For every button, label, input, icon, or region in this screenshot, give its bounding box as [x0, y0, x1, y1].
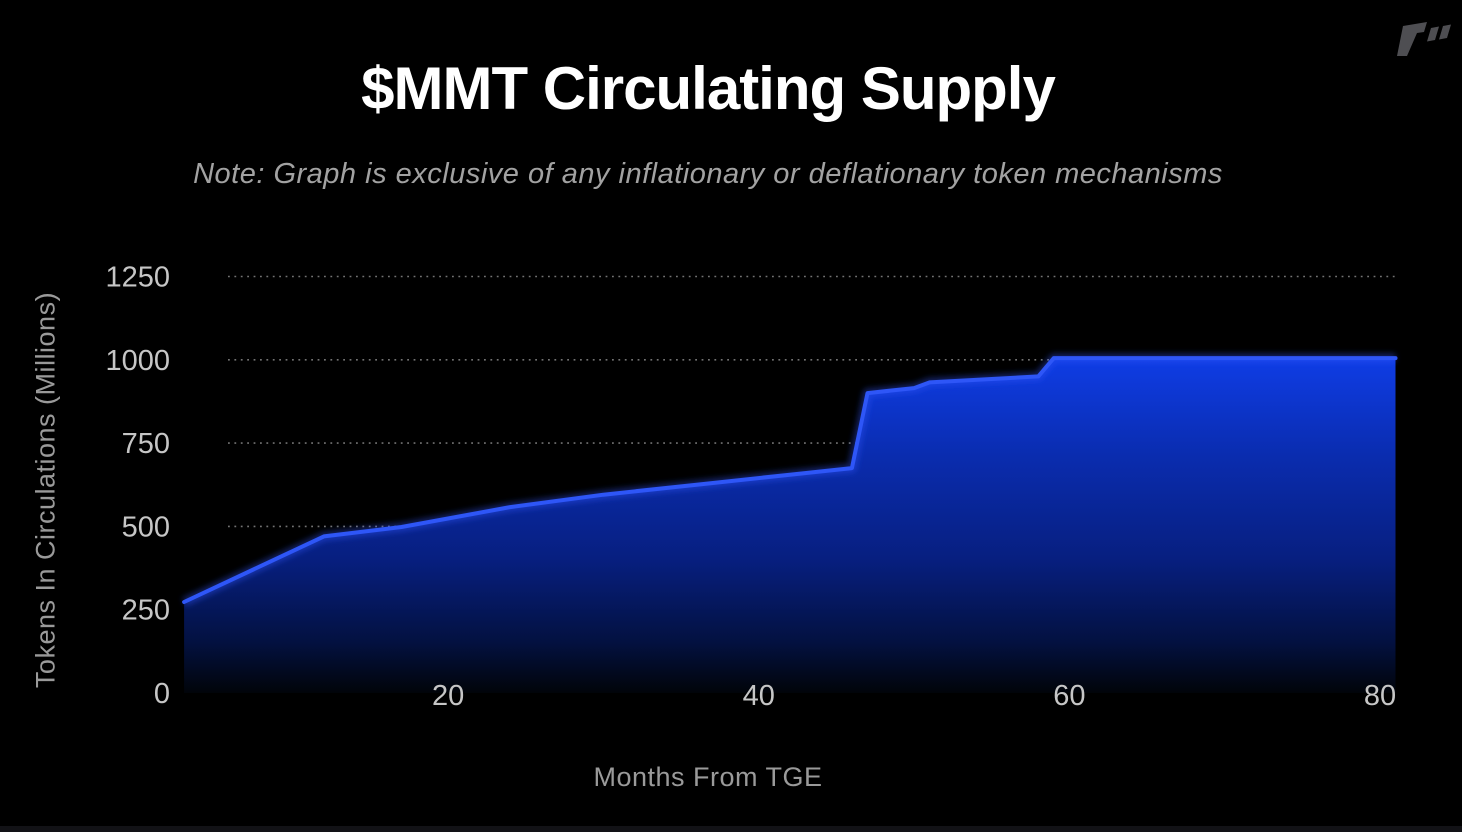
y-tick-label-750: 750 [122, 428, 170, 460]
y-tick-label-250: 250 [122, 595, 170, 627]
letterbox-strip [0, 826, 1462, 832]
x-axis-label: Months From TGE [593, 762, 823, 792]
y-axis-label: Tokens In Circulations (Millions) [30, 291, 61, 689]
x-tick-label-40: 40 [743, 680, 775, 712]
chart-note: Note: Graph is exclusive of any inflatio… [193, 158, 1223, 190]
page-title: $MMT Circulating Supply [361, 55, 1056, 122]
tick-labels-group: 0 250 500 750 1000 1250 20 40 60 80 [105, 262, 1396, 713]
y-tick-label-1250: 1250 [105, 262, 170, 294]
x-tick-label-60: 60 [1053, 680, 1085, 712]
area-series-group [182, 353, 1398, 693]
supply-area-fill [184, 358, 1396, 693]
y-tick-label-1000: 1000 [105, 345, 170, 377]
x-tick-label-20: 20 [432, 680, 464, 712]
y-tick-label-500: 500 [122, 511, 170, 543]
y-tick-label-0: 0 [154, 678, 170, 710]
supply-line [182, 356, 1398, 604]
x-tick-label-80: 80 [1364, 680, 1396, 712]
brand-logo-icon [1397, 22, 1451, 56]
